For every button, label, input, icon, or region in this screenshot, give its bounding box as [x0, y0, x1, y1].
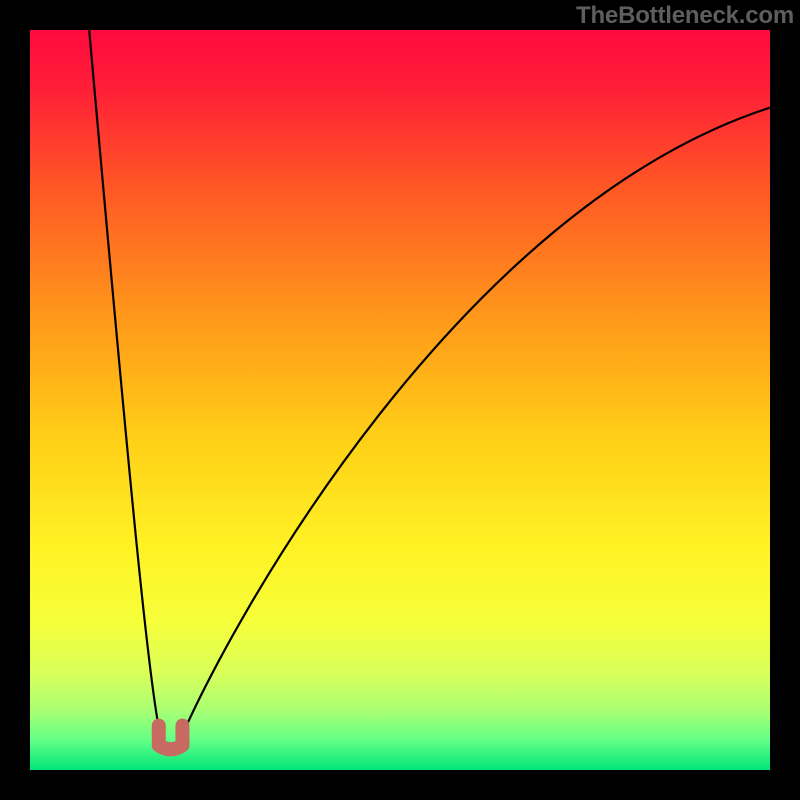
bottleneck-chart	[0, 0, 800, 800]
watermark-text: TheBottleneck.com	[576, 2, 794, 30]
gradient-background	[30, 30, 770, 770]
